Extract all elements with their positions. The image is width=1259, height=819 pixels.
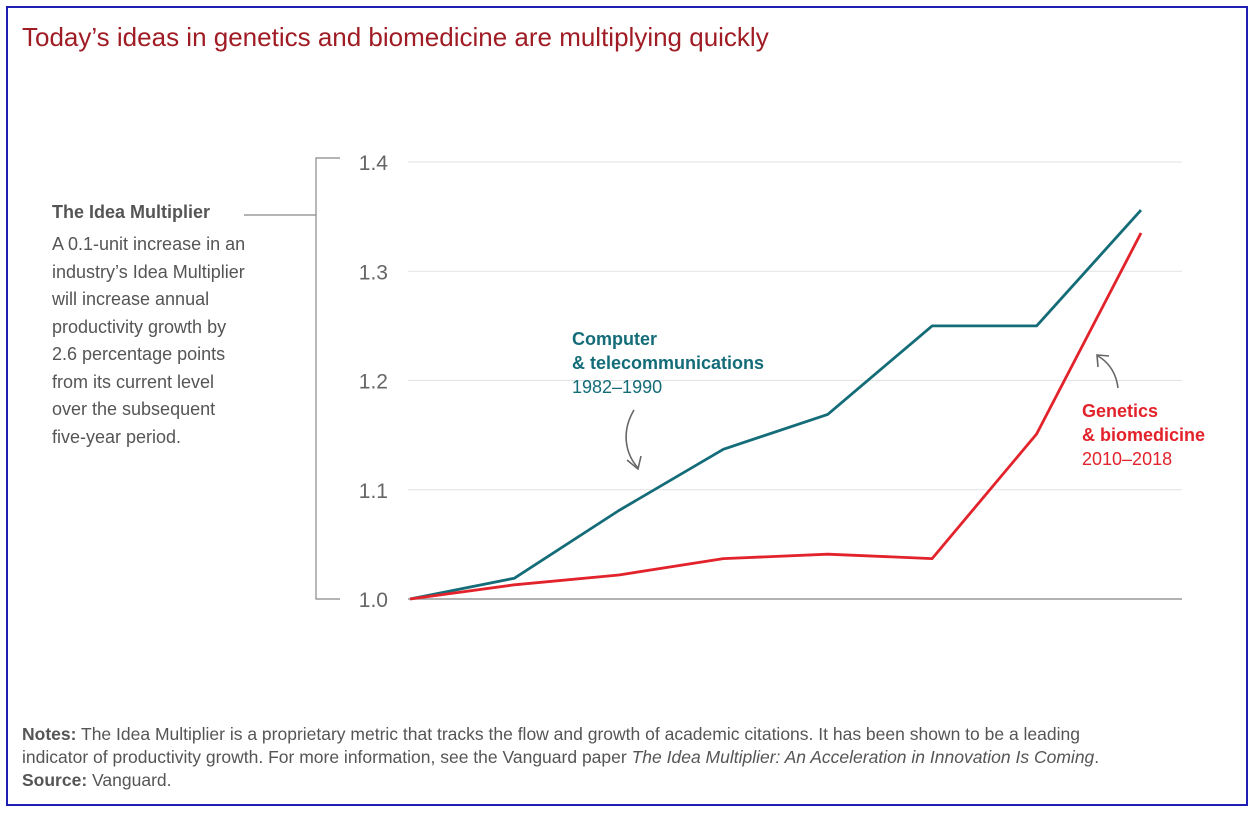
notes-text-1: The Idea Multiplier is a proprietary met… [81,724,1080,744]
computer-arrowhead [626,455,642,471]
side-body-line: industry’s Idea Multiplier [52,261,245,282]
computer-label-years: 1982–1990 [572,377,662,397]
side-heading: The Idea Multiplier [52,202,211,222]
notes-paper-title: The Idea Multiplier: An Acceleration in … [631,747,1095,767]
notes-label: Notes: [22,724,77,744]
genetics-series-line [409,232,1143,601]
y-tick-label: 1.4 [359,152,389,175]
source-text: Vanguard. [92,770,172,790]
y-tick-label: 1.3 [359,261,388,284]
genetics-arrow [1097,355,1119,389]
computer-label-line1: Computer [572,329,657,349]
side-explainer: The Idea Multiplier A 0.1-unit increase … [52,202,302,451]
chart-title: Today’s ideas in genetics and biomedicin… [22,22,769,52]
side-body-line: will increase annual [52,289,210,309]
notes-block: Notes: The Idea Multiplier is a propriet… [22,723,1232,792]
source-label: Source: [22,770,88,790]
computer-label-line2: & telecommunications [572,353,764,373]
chart-frame [6,6,1248,806]
computer-arrow [625,409,639,469]
side-body-line: five-year period. [52,426,182,447]
notes-text-2: indicator of productivity growth. For mo… [22,747,627,767]
y-tick-label: 1.2 [359,371,388,394]
genetics-label-line1: Genetics [1082,401,1158,421]
y-tick-label: 1.1 [359,480,388,503]
computer-series-line [409,209,1143,601]
side-body-line: from its current level [52,371,215,392]
source-line: Source: Vanguard. [22,769,1232,792]
notes-end: . [1094,747,1100,767]
side-body-line: over the subsequent [52,399,216,419]
side-body-line: 2.6 percentage points [52,344,226,364]
grid-layer [408,161,1182,600]
notes-line-1: Notes: The Idea Multiplier is a propriet… [22,723,1232,746]
notes-line-2: indicator of productivity growth. For mo… [22,746,1232,769]
y-tick-label: 1.0 [359,589,388,612]
genetics-label-line2: & biomedicine [1082,425,1205,445]
side-body: A 0.1-unit increase in an industry’s Ide… [52,231,302,451]
genetics-arrowhead [1096,354,1110,368]
y-bracket [315,157,340,600]
genetics-label-years: 2010–2018 [1082,449,1172,469]
side-body-line: productivity growth by [52,316,227,337]
series-layer [409,209,1143,601]
side-body-line: A 0.1-unit increase in an [52,234,246,254]
tick-layer: 1.0 1.1 1.2 1.3 1.4 [359,152,389,612]
